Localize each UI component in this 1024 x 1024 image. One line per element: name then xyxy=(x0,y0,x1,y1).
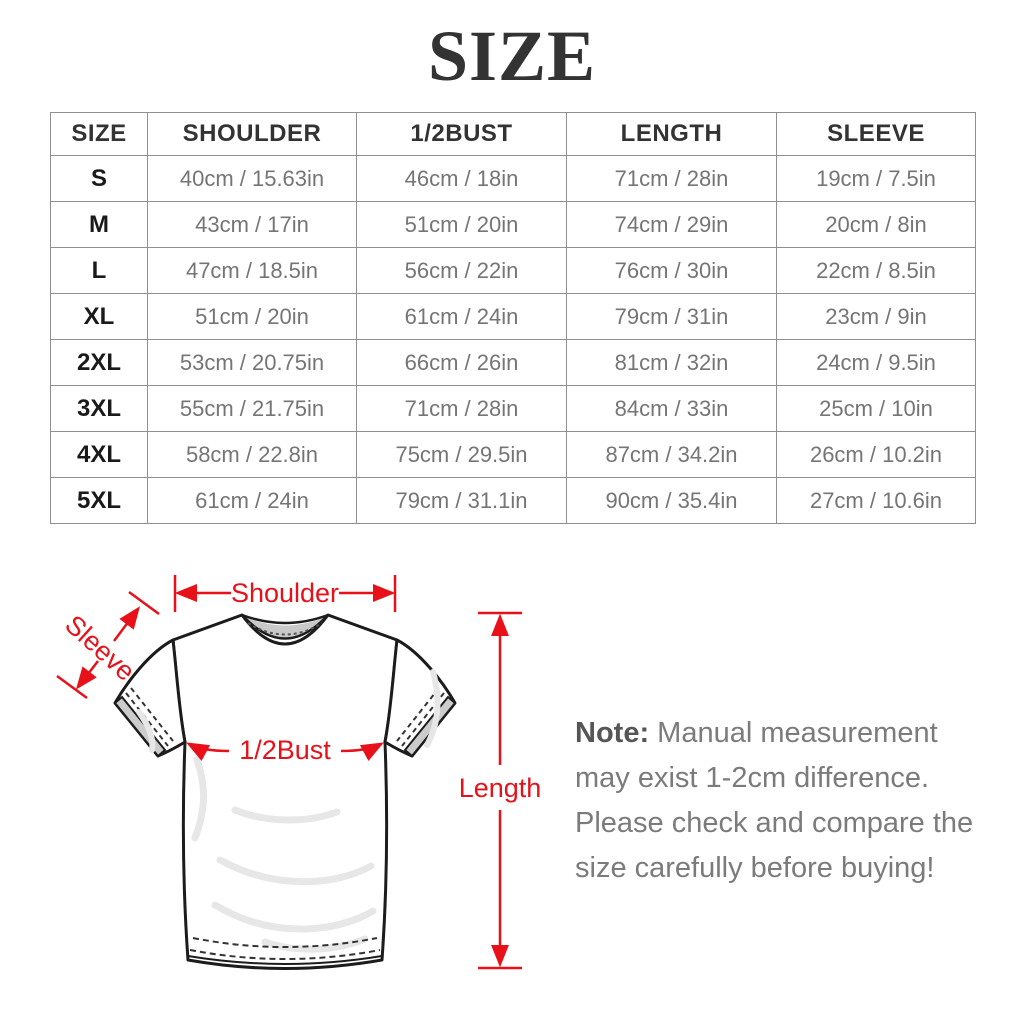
note-label: Note: xyxy=(575,717,650,749)
measurement-cell: 27cm / 10.6in xyxy=(776,477,976,524)
size-table: SIZE SHOULDER 1/2BUST LENGTH SLEEVE S 40cm / … xyxy=(50,112,976,524)
left-sleeve xyxy=(113,638,187,758)
size-cell: 4XL xyxy=(50,431,148,478)
fabric-shadows xyxy=(191,756,377,953)
size-table-body: S 40cm / 15.63in 46cm / 18in 71cm / 28in 19c… xyxy=(50,155,976,524)
table-row: L 47cm / 18.5in 56cm / 22in 76cm / 30in 22cm… xyxy=(50,247,976,294)
note-body: Manual measurement may exist 1-2cm diffe… xyxy=(575,717,974,884)
collar xyxy=(241,613,329,640)
measurement-cell: 46cm / 18in xyxy=(356,155,567,202)
column-header-length: LENGTH xyxy=(566,112,777,156)
measurement-cell: 40cm / 15.63in xyxy=(147,155,357,202)
shoulder-arrow xyxy=(173,575,397,612)
note-text: Note: Manual measurement may exist 1-2cm… xyxy=(575,711,989,891)
bust-label: 1/2Bust xyxy=(239,735,331,765)
right-sleeve xyxy=(383,638,457,758)
table-row: 3XL 55cm / 21.75in 71cm / 28in 84cm / 33in 2… xyxy=(50,385,976,432)
measurement-cell: 56cm / 22in xyxy=(356,247,567,294)
column-header-size: SIZE xyxy=(50,112,148,156)
measurement-cell: 47cm / 18.5in xyxy=(147,247,357,294)
measurement-cell: 61cm / 24in xyxy=(356,293,567,340)
sleeve-arrow xyxy=(56,590,160,700)
size-cell: 3XL xyxy=(50,385,148,432)
hem-stitching xyxy=(187,937,383,965)
measurement-cell: 23cm / 9in xyxy=(776,293,976,340)
measurement-cell: 90cm / 35.4in xyxy=(566,477,777,524)
column-header-sleeve: SLEEVE xyxy=(776,112,976,156)
measurement-cell: 58cm / 22.8in xyxy=(147,431,357,478)
measurement-cell: 66cm / 26in xyxy=(356,339,567,386)
page-title: SIZE xyxy=(427,16,597,96)
tshirt-outline xyxy=(113,613,457,970)
bust-arrow xyxy=(186,742,384,761)
length-arrow xyxy=(478,611,522,970)
tshirt-measurement-diagram: Shoulder Sleeve 1/2Bust Length xyxy=(35,560,575,1005)
measurement-cell: 61cm / 24in xyxy=(147,477,357,524)
measurement-cell: 43cm / 17in xyxy=(147,201,357,248)
measurement-cell: 75cm / 29.5in xyxy=(356,431,567,478)
table-row: XL 51cm / 20in 61cm / 24in 79cm / 31in 23cm … xyxy=(50,293,976,340)
measurement-cell: 87cm / 34.2in xyxy=(566,431,777,478)
measurement-cell: 53cm / 20.75in xyxy=(147,339,357,386)
measurement-cell: 71cm / 28in xyxy=(356,385,567,432)
measurement-cell: 79cm / 31in xyxy=(566,293,777,340)
tshirt-diagram-svg: Shoulder Sleeve 1/2Bust Length xyxy=(56,575,542,970)
measurement-cell: 79cm / 31.1in xyxy=(356,477,567,524)
left-cuff-stitching xyxy=(125,692,169,747)
measurement-cell: 74cm / 29in xyxy=(566,201,777,248)
measurement-cell: 76cm / 30in xyxy=(566,247,777,294)
shoulder-label: Shoulder xyxy=(231,578,339,608)
measurement-cell: 81cm / 32in xyxy=(566,339,777,386)
table-row: M 43cm / 17in 51cm / 20in 74cm / 29in 20cm /… xyxy=(50,201,976,248)
size-cell: S xyxy=(50,155,148,202)
size-cell: M xyxy=(50,201,148,248)
size-cell: 5XL xyxy=(50,477,148,524)
measurement-cell: 51cm / 20in xyxy=(147,293,357,340)
measurement-cell: 25cm / 10in xyxy=(776,385,976,432)
table-row: 2XL 53cm / 20.75in 66cm / 26in 81cm / 32in 2… xyxy=(50,339,976,386)
column-header-1-2bust: 1/2BUST xyxy=(356,112,567,156)
measurement-cell: 19cm / 7.5in xyxy=(776,155,976,202)
table-header-row: SIZE SHOULDER 1/2BUST LENGTH SLEEVE xyxy=(50,112,976,156)
right-cuff xyxy=(403,695,457,758)
collar-stitching xyxy=(247,622,323,636)
size-cell: 2XL xyxy=(50,339,148,386)
measurement-cell: 24cm / 9.5in xyxy=(776,339,976,386)
length-label: Length xyxy=(459,773,542,803)
measurement-cell: 20cm / 8in xyxy=(776,201,976,248)
measurement-cell: 71cm / 28in xyxy=(566,155,777,202)
measurement-cell: 55cm / 21.75in xyxy=(147,385,357,432)
measurement-cell: 84cm / 33in xyxy=(566,385,777,432)
table-row: 4XL 58cm / 22.8in 75cm / 29.5in 87cm / 34.2… xyxy=(50,431,976,478)
size-table-container: SIZE SHOULDER 1/2BUST LENGTH SLEEVE S 40cm / … xyxy=(50,112,976,524)
size-cell: L xyxy=(50,247,148,294)
column-header-shoulder: SHOULDER xyxy=(147,112,357,156)
measurement-cell: 51cm / 20in xyxy=(356,201,567,248)
measurement-cell: 22cm / 8.5in xyxy=(776,247,976,294)
size-cell: XL xyxy=(50,293,148,340)
table-row: S 40cm / 15.63in 46cm / 18in 71cm / 28in 19c… xyxy=(50,155,976,202)
measurement-cell: 26cm / 10.2in xyxy=(776,431,976,478)
table-row: 5XL 61cm / 24in 79cm / 31.1in 90cm / 35.4in… xyxy=(50,477,976,524)
